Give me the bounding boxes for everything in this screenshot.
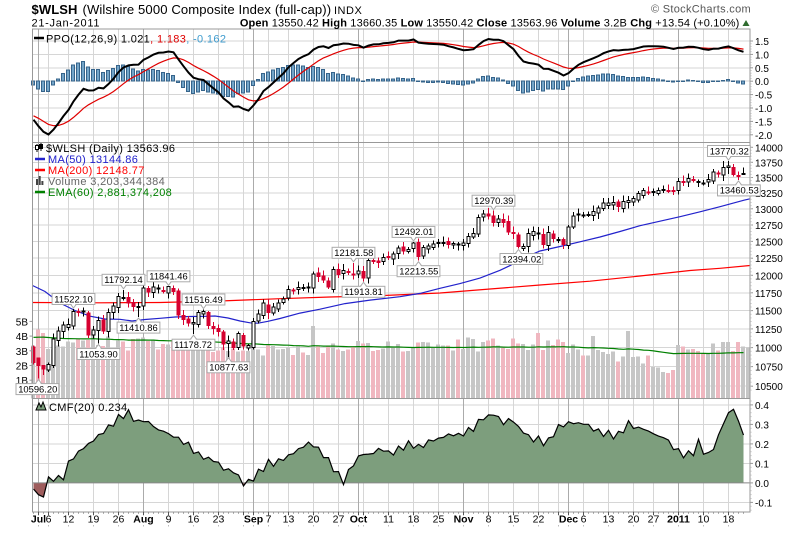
svg-text:$WLSH (Daily) 13563.96: $WLSH (Daily) 13563.96: [46, 143, 175, 155]
svg-text:-2.0: -2.0: [755, 131, 773, 142]
svg-text:20: 20: [308, 514, 320, 526]
svg-text:0.2: 0.2: [755, 440, 769, 451]
svg-text:0.4: 0.4: [755, 401, 769, 412]
svg-text:11000: 11000: [755, 344, 783, 355]
svg-text:1.5: 1.5: [755, 37, 769, 48]
svg-text:0.0: 0.0: [755, 479, 769, 490]
svg-text:11053.90: 11053.90: [79, 348, 117, 359]
svg-text:Volume 3,203,344,384: Volume 3,203,344,384: [48, 176, 165, 188]
svg-text:15: 15: [508, 514, 520, 526]
svg-text:20: 20: [628, 514, 640, 526]
svg-text:1B: 1B: [16, 376, 29, 387]
svg-text:13250: 13250: [755, 189, 783, 200]
svg-text:26: 26: [113, 514, 125, 526]
svg-text:MA(50) 13144.86: MA(50) 13144.86: [48, 154, 138, 166]
svg-text:Jul: Jul: [31, 514, 46, 526]
svg-text:10500: 10500: [755, 382, 783, 393]
svg-text:11410.86: 11410.86: [119, 322, 157, 333]
svg-text:8: 8: [486, 514, 492, 526]
svg-text:11250: 11250: [755, 325, 783, 336]
svg-text:Aug: Aug: [133, 514, 153, 526]
svg-text:18: 18: [723, 514, 735, 526]
svg-text:Nov: Nov: [454, 514, 474, 526]
svg-text:16: 16: [188, 514, 200, 526]
svg-text:13500: 13500: [755, 174, 783, 185]
svg-text:12213.55: 12213.55: [399, 266, 438, 277]
svg-text:13750: 13750: [755, 158, 783, 169]
svg-text:3B: 3B: [16, 347, 29, 358]
svg-text:18: 18: [408, 514, 420, 526]
svg-text:5B: 5B: [16, 317, 29, 328]
svg-text:-1.5: -1.5: [755, 117, 773, 128]
svg-text:12500: 12500: [755, 237, 783, 248]
svg-text:10: 10: [698, 514, 710, 526]
svg-text:Oct: Oct: [350, 514, 368, 526]
svg-text:12394.02: 12394.02: [502, 253, 541, 264]
svg-text:11913.81: 11913.81: [344, 286, 382, 297]
svg-text:22: 22: [533, 514, 545, 526]
svg-text:12750: 12750: [755, 221, 783, 232]
svg-text:0.5: 0.5: [755, 64, 769, 75]
svg-text:7: 7: [266, 514, 272, 526]
svg-text:27: 27: [648, 514, 660, 526]
svg-text:14000: 14000: [755, 143, 783, 154]
svg-text:13: 13: [283, 514, 295, 526]
svg-text:0.0: 0.0: [755, 77, 769, 88]
svg-text:0.1: 0.1: [755, 459, 769, 470]
svg-text:12: 12: [63, 514, 75, 526]
svg-text:12492.01: 12492.01: [394, 226, 433, 237]
svg-text:$WLSH: $WLSH: [32, 2, 78, 17]
svg-text:6: 6: [46, 514, 52, 526]
svg-text:13000: 13000: [755, 205, 783, 216]
svg-text:CMF(20) 0.234: CMF(20) 0.234: [49, 402, 128, 414]
svg-text:11178.72: 11178.72: [174, 339, 212, 350]
svg-text:13: 13: [603, 514, 615, 526]
svg-text:12181.58: 12181.58: [334, 247, 373, 258]
svg-text:2B: 2B: [16, 362, 29, 373]
svg-text:PPO(12,26,9) 1.021, 1.183, -0.: PPO(12,26,9) 1.021, 1.183, -0.162: [46, 34, 226, 46]
svg-text:11841.46: 11841.46: [149, 271, 187, 282]
svg-text:-0.1: -0.1: [755, 498, 773, 509]
svg-text:13770.32: 13770.32: [710, 145, 749, 156]
svg-text:INDX: INDX: [334, 5, 362, 17]
svg-text:2011: 2011: [667, 514, 690, 526]
svg-text:-0.5: -0.5: [755, 91, 773, 102]
svg-text:11500: 11500: [755, 307, 783, 318]
svg-text:11792.14: 11792.14: [104, 274, 142, 285]
svg-text:10750: 10750: [755, 363, 783, 374]
svg-text:© StockCharts.com: © StockCharts.com: [651, 4, 751, 16]
svg-text:MA(200) 12148.77: MA(200) 12148.77: [48, 165, 145, 177]
svg-text:13460.53: 13460.53: [720, 185, 759, 196]
svg-text:Open 13550.42 High 13660.35 Lo: Open 13550.42 High 13660.35 Low 13550.42…: [240, 18, 740, 30]
svg-text:1.0: 1.0: [755, 50, 769, 61]
svg-text:Dec: Dec: [559, 514, 578, 526]
svg-text:11: 11: [383, 514, 394, 526]
svg-text:27: 27: [333, 514, 345, 526]
svg-text:21-Jan-2011: 21-Jan-2011: [32, 18, 101, 30]
svg-text:EMA(60) 2,881,374,208: EMA(60) 2,881,374,208: [48, 187, 172, 199]
svg-text:12000: 12000: [755, 271, 783, 282]
svg-text:6: 6: [581, 514, 587, 526]
svg-text:(Wilshire 5000 Composite Index: (Wilshire 5000 Composite Index (full-cap…: [83, 2, 332, 17]
svg-text:12970.39: 12970.39: [474, 195, 513, 206]
svg-text:10877.63: 10877.63: [209, 362, 248, 373]
svg-text:11516.49: 11516.49: [184, 294, 222, 305]
svg-text:23: 23: [213, 514, 225, 526]
svg-text:4B: 4B: [16, 332, 29, 343]
svg-text:11522.10: 11522.10: [54, 293, 92, 304]
svg-text:0.3: 0.3: [755, 420, 769, 431]
svg-text:10596.20: 10596.20: [18, 383, 57, 394]
svg-text:-1.0: -1.0: [755, 104, 773, 115]
svg-text:11750: 11750: [755, 289, 783, 300]
svg-text:12250: 12250: [755, 254, 783, 265]
svg-text:25: 25: [433, 514, 445, 526]
svg-text:Sep: Sep: [244, 514, 263, 526]
svg-text:9: 9: [166, 514, 172, 526]
svg-text:19: 19: [88, 514, 100, 526]
